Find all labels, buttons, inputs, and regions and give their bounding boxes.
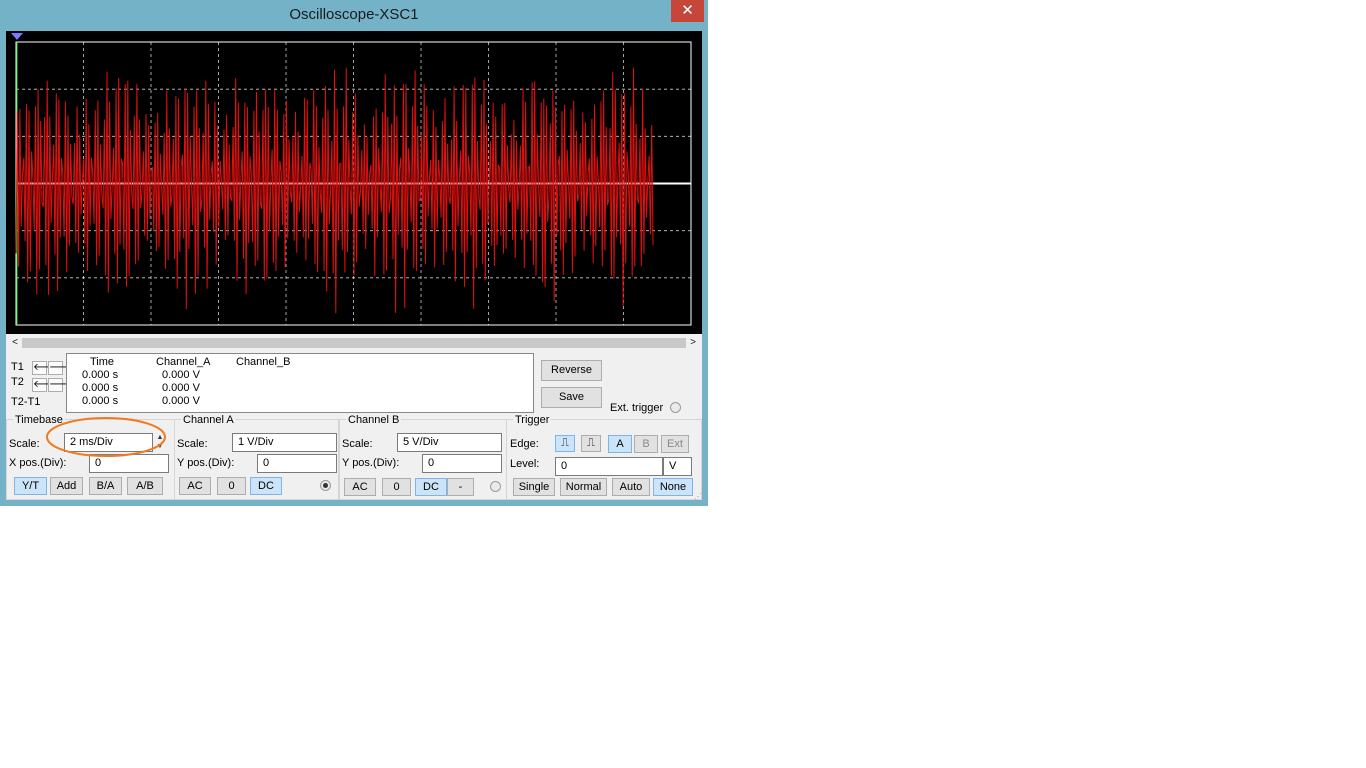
ab-mode-button[interactable]: A/B [127,477,163,495]
channel-b-radio[interactable] [490,481,501,492]
trigger-panel: Trigger Edge: ⎍ ⎍ A B Ext Level: 0 V Sin… [506,414,702,500]
channel-b-minus-button[interactable]: - [447,478,474,496]
spin-up-icon[interactable]: ▲ [156,434,164,441]
yt-mode-button[interactable]: Y/T [14,477,47,495]
t1-label: T1 [11,361,24,373]
header-channel-b: Channel_B [236,356,291,368]
falling-edge-icon[interactable]: ⎍ [581,435,601,452]
title-bar[interactable]: Oscilloscope-XSC1 ✕ [0,0,708,31]
scroll-thumb[interactable] [22,338,686,348]
reverse-button[interactable]: Reverse [541,360,602,381]
channel-b-ypos-label: Y pos.(Div): [342,457,400,469]
ext-trigger-radio[interactable] [670,402,681,413]
channel-a-ypos-label: Y pos.(Div): [177,457,235,469]
row2-time: 0.000 s [82,382,119,394]
client-area: < > T1 🡐 🡒 T2 🡐 🡒 T2-T1 Time Channel_A C… [6,31,702,501]
add-mode-button[interactable]: Add [50,477,83,495]
cursor-t1-marker-icon [11,33,23,40]
trigger-level-unit[interactable]: V [663,457,692,476]
trigger-level-label: Level: [510,458,540,470]
ba-mode-button[interactable]: B/A [89,477,122,495]
trigger-title: Trigger [513,414,552,426]
close-button[interactable]: ✕ [671,0,704,22]
channel-b-dc-button[interactable]: DC [415,478,447,496]
row3-time: 0.000 s [82,395,119,407]
row2-channel-a: 0.000 V [162,382,200,394]
channel-a-radio[interactable] [320,480,331,491]
channel-a-scale-input[interactable]: 1 V/Div [232,433,337,452]
window-title: Oscilloscope-XSC1 [289,6,419,23]
timebase-panel: Timebase Scale: 2 ms/Div ▲ ▼ X pos.(Div)… [6,414,175,500]
channel-b-title: Channel B [346,414,402,426]
trigger-edge-label: Edge: [510,438,539,450]
row1-channel-a: 0.000 V [162,369,200,381]
channel-a-scale-label: Scale: [177,438,208,450]
channel-a-ac-button[interactable]: AC [179,477,211,495]
highlight-ellipse [46,417,166,457]
t1-left-button[interactable]: 🡐 [32,361,60,375]
horizontal-scrollbar[interactable]: < > [6,336,702,350]
ext-trigger-label: Ext. trigger [610,402,664,414]
channel-a-title: Channel A [181,414,236,426]
oscilloscope-window: Oscilloscope-XSC1 ✕ < > T1 🡐 🡒 T2 🡐 🡒 T2… [0,0,708,506]
row3-channel-a: 0.000 V [162,395,200,407]
trigger-source-a-button[interactable]: A [608,435,632,453]
cursor-readout-table: Time Channel_A Channel_B 0.000 s 0.000 V… [66,353,534,413]
save-button[interactable]: Save [541,387,602,408]
channel-b-panel: Channel B Scale: 5 V/Div Y pos.(Div): 0 … [339,414,507,500]
trigger-normal-button[interactable]: Normal [560,478,607,496]
resize-grip-icon[interactable]: ⋰ [694,492,702,501]
channel-a-ypos-input[interactable]: 0 [257,454,337,473]
scope-display [11,33,692,326]
trigger-none-button[interactable]: None [653,478,693,496]
t2-t1-label: T2-T1 [11,396,41,408]
t2-label: T2 [11,376,24,388]
trigger-level-input[interactable]: 0 [555,457,663,476]
timebase-scale-label: Scale: [9,438,40,450]
t2-left-button[interactable]: 🡐 [32,378,60,392]
header-channel-a: Channel_A [156,356,211,368]
channel-b-zero-button[interactable]: 0 [382,478,411,496]
scroll-right-button[interactable]: > [690,337,696,348]
channel-b-ypos-input[interactable]: 0 [422,454,502,473]
scope-screen [6,31,702,334]
header-time: Time [90,356,115,368]
timebase-scale-input[interactable]: 2 ms/Div [64,433,153,452]
channel-b-scale-input[interactable]: 5 V/Div [397,433,502,452]
trigger-single-button[interactable]: Single [513,478,555,496]
channel-a-panel: Channel A Scale: 1 V/Div Y pos.(Div): 0 … [174,414,339,500]
t2-right-button[interactable]: 🡒 [48,378,76,392]
timebase-scale-spinner[interactable]: ▲ ▼ [153,433,167,452]
channel-a-zero-button[interactable]: 0 [217,477,246,495]
trigger-source-ext-button[interactable]: Ext [661,435,689,453]
channel-a-dc-button[interactable]: DC [250,477,282,495]
row1-time: 0.000 s [82,369,119,381]
channel-a-trace [15,67,654,314]
timebase-title: Timebase [13,414,65,426]
t1-right-button[interactable]: 🡒 [48,361,76,375]
trigger-auto-button[interactable]: Auto [612,478,650,496]
timebase-xpos-label: X pos.(Div): [9,457,67,469]
spin-down-icon[interactable]: ▼ [156,443,164,450]
scroll-left-button[interactable]: < [12,337,18,348]
trigger-source-b-button[interactable]: B [634,435,658,453]
channel-b-scale-label: Scale: [342,438,373,450]
cursor-controls: T1 🡐 🡒 T2 🡐 🡒 T2-T1 [6,353,76,411]
rising-edge-icon[interactable]: ⎍ [555,435,575,452]
channel-b-ac-button[interactable]: AC [344,478,376,496]
